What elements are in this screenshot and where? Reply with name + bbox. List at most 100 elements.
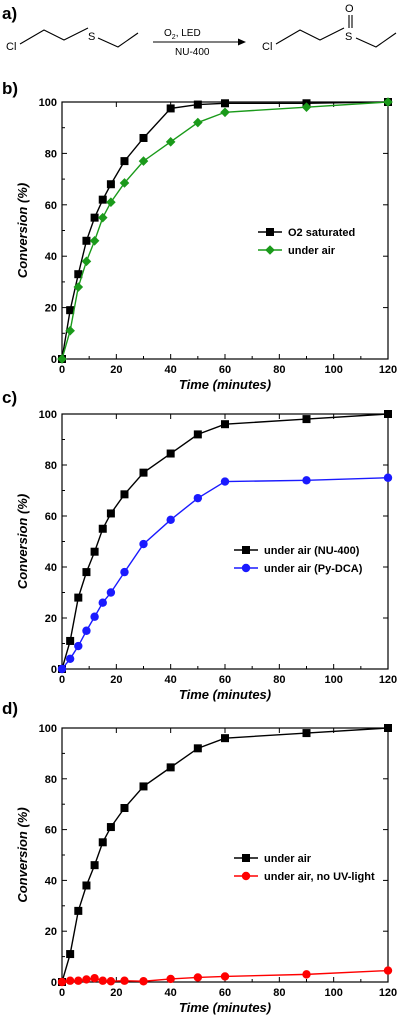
data-point-series-1	[221, 734, 229, 743]
reaction-arrow-head	[238, 38, 246, 46]
legend-marker-2	[241, 563, 251, 573]
data-point-series-2	[98, 598, 107, 607]
data-point-series-1	[120, 157, 129, 166]
chart-panel-d: d) 0 20 40 60 80 100 120 0 20 40 60 80 100 Time (minut…	[2, 699, 397, 1015]
reactant-bonds-left	[19, 27, 89, 45]
data-point-series-1	[106, 180, 115, 189]
data-point-series-1	[106, 823, 115, 832]
y-tick-label: 20	[45, 613, 57, 625]
x-tick-label: 120	[379, 987, 397, 999]
plot-frame	[61, 413, 389, 670]
data-point-series-2	[82, 975, 91, 984]
y-tick-label: 20	[45, 303, 57, 315]
x-tick-label: 20	[110, 987, 122, 999]
y-tick-label: 40	[45, 562, 57, 574]
data-point-series-2	[193, 493, 203, 503]
chart-panel-b: b) 0 20 40 60 80 100 120 0 20 40 60 80 100 Time (minut…	[2, 79, 397, 392]
panel-label: c)	[2, 388, 17, 407]
data-point-series-1	[302, 729, 311, 738]
data-point-series-1	[66, 950, 75, 959]
data-point-series-2	[90, 973, 99, 983]
data-point-series-2	[383, 473, 393, 482]
data-point-series-1	[66, 636, 75, 645]
x-tick-label: 0	[59, 987, 65, 999]
legend-marker-1	[242, 546, 250, 554]
x-tick-label: 60	[219, 364, 231, 376]
data-point-series-1	[74, 906, 83, 915]
reactant-sulfur: S	[88, 31, 95, 43]
data-point-series-1	[74, 593, 83, 602]
chart-panel-c: c) 0 20 40 60 80 100 120 0 20 40 60 80 100 Time (minut…	[2, 388, 397, 702]
data-point-series-2	[57, 977, 67, 987]
series-line-1	[61, 413, 389, 670]
data-point-series-1	[221, 99, 229, 108]
data-point-series-1	[120, 490, 129, 499]
data-point-series-2	[89, 235, 100, 246]
data-point-series-2	[65, 325, 75, 336]
legend-marker-2	[265, 245, 275, 255]
data-point-series-1	[98, 524, 107, 533]
x-tick-label: 20	[110, 364, 122, 376]
data-point-series-1	[166, 104, 175, 113]
legend-label-2: under air (Py-DCA)	[264, 563, 363, 575]
data-point-series-2	[57, 664, 67, 674]
data-point-series-2	[119, 178, 130, 188]
product-bonds-left	[275, 27, 345, 45]
scheme-panel-label: a)	[2, 4, 17, 23]
data-point-series-1	[166, 763, 175, 772]
data-point-series-2	[106, 977, 116, 986]
reactant-structure: Cl S	[6, 27, 139, 53]
reactant-chlorine: Cl	[6, 41, 16, 53]
data-point-series-2	[81, 256, 92, 267]
y-tick-label: 0	[51, 664, 57, 676]
data-point-series-2	[65, 976, 75, 985]
data-point-series-1	[120, 804, 129, 813]
y-tick-label: 0	[51, 977, 57, 989]
data-point-series-2	[193, 973, 203, 982]
data-point-series-1	[82, 568, 91, 577]
legend-label-1: under air (NU-400)	[264, 545, 360, 557]
data-point-series-2	[383, 97, 393, 107]
x-tick-label: 0	[59, 674, 65, 686]
data-point-series-2	[82, 626, 91, 635]
data-point-series-1	[221, 420, 229, 429]
data-point-series-2	[138, 156, 149, 166]
series-line-2	[61, 101, 389, 360]
data-point-series-2	[301, 102, 312, 112]
data-point-series-2	[165, 137, 176, 147]
y-tick-label: 0	[51, 354, 57, 366]
data-point-series-2	[106, 197, 116, 208]
x-tick-label: 60	[219, 674, 231, 686]
data-point-series-2	[166, 515, 175, 525]
data-point-series-2	[220, 107, 230, 118]
panel-label: d)	[2, 699, 18, 718]
y-tick-label: 80	[45, 460, 57, 472]
x-axis-title: Time (minutes)	[179, 687, 271, 702]
data-point-series-1	[139, 468, 148, 477]
data-point-series-1	[74, 270, 83, 279]
product-bonds-right	[355, 32, 397, 48]
legend-marker-1	[242, 854, 250, 862]
data-point-series-1	[302, 415, 311, 424]
y-tick-label: 40	[45, 875, 57, 887]
x-tick-label: 120	[379, 364, 397, 376]
data-point-series-2	[139, 977, 148, 986]
y-tick-label: 100	[39, 409, 57, 421]
data-point-series-2	[57, 354, 67, 364]
data-point-series-1	[384, 724, 392, 732]
y-tick-label: 20	[45, 926, 57, 938]
x-tick-label: 80	[273, 674, 285, 686]
x-axis-title: Time (minutes)	[179, 1000, 271, 1015]
data-point-series-2	[220, 972, 230, 981]
data-point-series-2	[193, 117, 203, 128]
data-point-series-2	[302, 476, 311, 485]
data-point-series-2	[106, 588, 116, 597]
panel-label: b)	[2, 79, 18, 98]
data-point-series-1	[82, 881, 91, 890]
data-point-series-2	[74, 976, 83, 985]
condition-catalyst: NU-400	[175, 47, 210, 58]
series-line-1	[61, 727, 389, 983]
y-tick-label: 100	[39, 723, 57, 735]
data-point-series-2	[74, 641, 83, 651]
x-tick-label: 120	[379, 674, 397, 686]
